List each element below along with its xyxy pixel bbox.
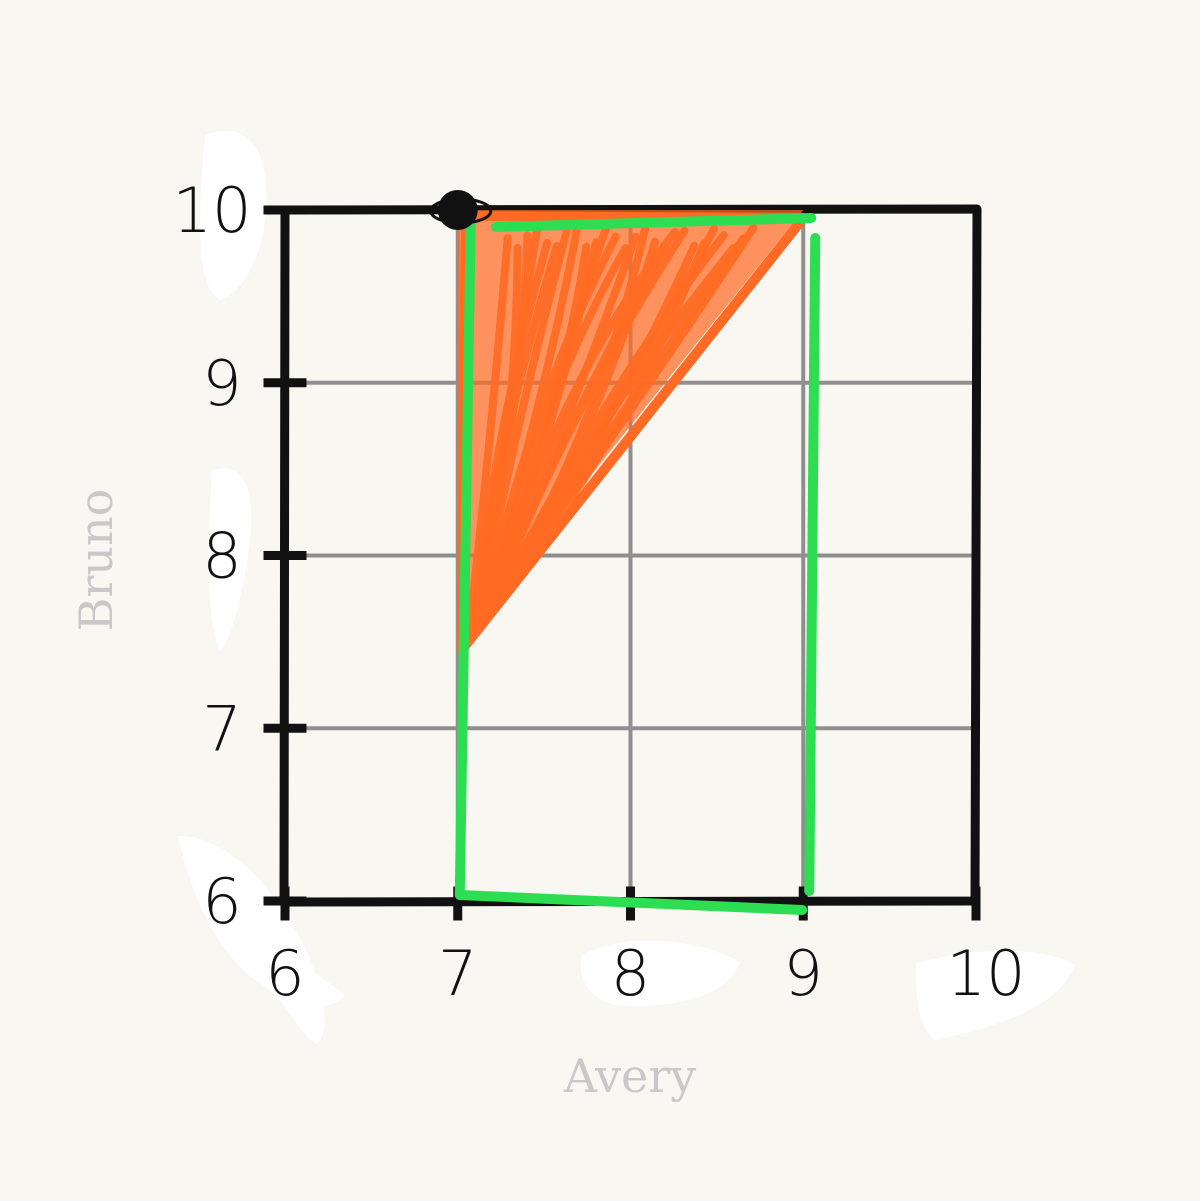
eraser-marks [178, 130, 1075, 1044]
triangle-scribble-stroke [470, 241, 561, 635]
triangle-scribble-stroke [463, 234, 512, 646]
data-point-scribble [429, 197, 493, 225]
y-tick-labels: 6 7 8 9 10 [173, 174, 252, 938]
eraser-mark-y-10 [200, 130, 267, 300]
y-tick-label-6: 6 [202, 865, 241, 938]
y-axis-title: Bruno [69, 489, 123, 632]
triangle-scribble-stroke [489, 226, 689, 607]
x-tick-label-8: 8 [611, 937, 650, 1010]
x-tick-label-9: 9 [784, 937, 823, 1010]
triangle-scribble-stroke [488, 228, 679, 609]
x-axis-title: Avery [563, 1049, 697, 1103]
y-tick-label-10: 10 [173, 174, 252, 247]
y-tick-label-8: 8 [202, 520, 241, 593]
eraser-mark-y-8 [208, 468, 252, 650]
y-tick-label-7: 7 [202, 692, 241, 765]
triangle-scribble-stroke [499, 224, 758, 591]
x-tick-label-10: 10 [947, 937, 1026, 1010]
eraser-mark-x-10 [915, 950, 1075, 1040]
rectangle-region-outline [454, 213, 821, 915]
y-tick-label-9: 9 [202, 347, 241, 420]
eraser-mark-x-8 [580, 940, 740, 1006]
eraser-mark-x-6 [228, 930, 345, 1007]
regions [454, 210, 821, 915]
x-tick-label-7: 7 [438, 937, 477, 1010]
triangle-scribble-stroke [472, 227, 571, 633]
x-tick-labels: 6 7 8 9 10 [265, 937, 1025, 1010]
triangle-scribble-stroke [481, 243, 630, 620]
triangle-scribble-stroke [496, 243, 738, 596]
points [429, 190, 493, 230]
x-tick-label-6: 6 [265, 937, 304, 1010]
